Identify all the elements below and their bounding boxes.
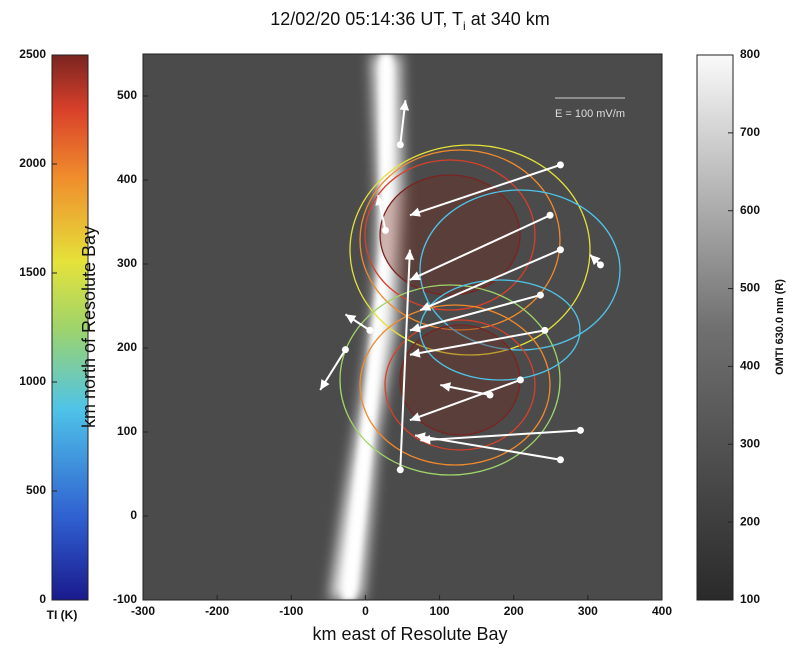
vector-origin <box>596 261 604 269</box>
vector-head <box>404 249 415 260</box>
vector-origin <box>341 346 349 354</box>
vector-shaft <box>419 248 561 312</box>
colorbar-tick-label: 200 <box>740 514 760 528</box>
vector-shaft <box>409 214 551 281</box>
vector-shaft <box>414 434 561 461</box>
vector-origin <box>516 376 524 384</box>
x-axis-label: km east of Resolute Bay <box>312 624 507 644</box>
colorbar-tick-label: 700 <box>740 125 760 139</box>
x-tick-label: -100 <box>279 604 303 618</box>
x-tick-label: -200 <box>205 604 229 618</box>
vector-shaft <box>420 429 581 442</box>
colorbar-label: TI (K) <box>47 608 78 622</box>
vector-shaft <box>409 294 541 332</box>
vector-shaft <box>399 249 411 470</box>
y-tick-label: 400 <box>117 172 137 186</box>
vector-head <box>409 271 421 281</box>
colorbar-tick-label: 800 <box>740 47 760 61</box>
colorbar-tick-label: 0 <box>39 592 46 606</box>
vector-origin <box>396 466 404 474</box>
chart-title: 12/02/20 05:14:36 UT, Ti at 340 km <box>270 9 550 33</box>
vector-shaft <box>409 329 546 356</box>
annotation: E = 100 mV/m <box>555 108 625 120</box>
y-tick-label: 200 <box>117 340 137 354</box>
vector-origin <box>381 226 389 234</box>
vector-head <box>409 348 421 358</box>
vector-head <box>399 100 410 111</box>
vector-origin <box>556 161 564 169</box>
vector-head <box>590 254 601 266</box>
vector-shaft <box>409 163 561 217</box>
colorbar-tick-label: 300 <box>740 436 760 450</box>
title-text: 12/02/20 05:14:36 UT, T <box>270 9 463 29</box>
y-tick-label: 500 <box>117 88 137 102</box>
x-tick-label: 300 <box>578 604 598 618</box>
x-tick-label: -300 <box>131 604 155 618</box>
y-tick-label: 300 <box>117 256 137 270</box>
x-tick-label: 400 <box>652 604 672 618</box>
vector-origin <box>486 391 494 399</box>
background <box>143 54 662 600</box>
ti-colorbar <box>51 54 89 601</box>
aurora-core <box>342 54 392 600</box>
colorbar-tick-label: 2500 <box>19 47 46 61</box>
colorbar-tick-label: 1500 <box>19 265 46 279</box>
y-axis-label: km north of Resolute Bay <box>79 226 99 428</box>
colorbar-tick-label: 600 <box>740 203 760 217</box>
vector-head <box>440 382 451 392</box>
vector-head <box>409 207 421 217</box>
x-tick-label: 200 <box>504 604 524 618</box>
y-tick-label: -100 <box>113 592 137 606</box>
vector-head <box>345 314 357 324</box>
vector-head <box>409 412 421 422</box>
image <box>143 54 662 600</box>
vector-origin <box>536 291 544 299</box>
vector-head <box>320 379 330 390</box>
vector-origin <box>576 426 584 434</box>
x-tick-label: 100 <box>430 604 450 618</box>
colorbar-tick-label: 500 <box>26 483 46 497</box>
vector-head <box>420 301 432 311</box>
vector-head <box>375 195 385 206</box>
plot-frame <box>142 53 663 601</box>
colorbar-label: OMTI 630.0 nm (R) <box>774 279 786 375</box>
vector-origin <box>366 326 374 334</box>
omti-colorbar <box>696 54 734 601</box>
title-subscript: i <box>463 19 466 33</box>
y-tick-label: 0 <box>130 508 137 522</box>
vector-origin <box>546 211 554 219</box>
colorbar-tick-label: 100 <box>740 592 760 606</box>
colorbar-tick-label: 2000 <box>19 156 46 170</box>
colorbar-tick-label: 1000 <box>19 374 46 388</box>
colorbar-tick-label: 500 <box>740 281 760 295</box>
vector-shaft <box>409 378 521 422</box>
colorbar-tick-label: 400 <box>740 359 760 373</box>
title-text: at 340 km <box>466 9 550 29</box>
vector-head <box>409 323 421 333</box>
x-tick-label: 0 <box>362 604 369 618</box>
contours <box>339 144 621 476</box>
vector-origin <box>556 456 564 464</box>
y-tick-label: 100 <box>117 424 137 438</box>
vector-head <box>415 432 426 442</box>
vector-origin <box>556 246 564 254</box>
vector-origin <box>541 326 549 334</box>
vector-origin <box>396 141 404 149</box>
